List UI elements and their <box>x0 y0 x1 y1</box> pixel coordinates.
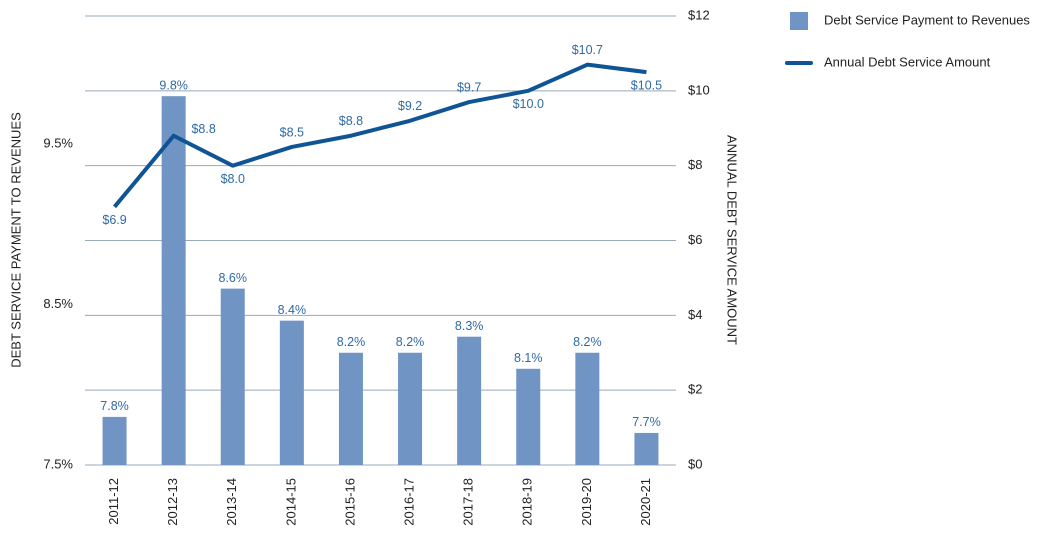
bar-value-label: 8.2% <box>573 335 602 349</box>
legend-label: Debt Service Payment to Revenues <box>824 12 1030 27</box>
x-tick-label: 2015-16 <box>342 478 357 526</box>
x-tick-label: 2013-14 <box>224 478 239 526</box>
y-tick-label: 9.5% <box>43 136 73 151</box>
x-tick-label: 2018-19 <box>520 478 535 526</box>
bar-value-label: 8.6% <box>219 271 248 285</box>
bar <box>161 96 186 465</box>
x-tick-label: 2020-21 <box>638 478 653 526</box>
bar <box>457 336 482 465</box>
y2-tick-label: $2 <box>688 382 702 397</box>
y2-tick-label: $0 <box>688 456 702 471</box>
bar-value-label: 8.2% <box>396 335 425 349</box>
bar <box>220 288 245 465</box>
bar <box>338 352 363 465</box>
line-value-label: $6.9 <box>102 213 126 227</box>
y2-tick-label: $10 <box>688 82 710 97</box>
y2-tick-label: $12 <box>688 7 710 22</box>
legend-label: Annual Debt Service Amount <box>824 54 991 69</box>
bar-value-label: 9.8% <box>159 78 188 92</box>
bar <box>398 352 423 465</box>
bar <box>516 368 541 465</box>
y2-tick-label: $6 <box>688 232 702 247</box>
y2-tick-label: $4 <box>688 307 702 322</box>
y-tick-label: 8.5% <box>43 296 73 311</box>
bar <box>634 432 659 465</box>
line-value-label: $8.8 <box>339 114 363 128</box>
bar <box>279 320 304 465</box>
bar-value-label: 7.7% <box>632 415 661 429</box>
bar <box>575 352 600 465</box>
line-value-label: $9.2 <box>398 99 422 113</box>
x-tick-label: 2017-18 <box>461 478 476 526</box>
bar-value-label: 8.4% <box>278 303 307 317</box>
bar-value-label: 8.1% <box>514 351 543 365</box>
y2-axis-title: ANNUAL DEBT SERVICE AMOUNT <box>725 135 740 345</box>
bar-value-label: 8.3% <box>455 319 484 333</box>
line-value-label: $10.0 <box>513 97 544 111</box>
bar-value-label: 7.8% <box>100 399 129 413</box>
x-tick-label: 2012-13 <box>165 478 180 526</box>
line-value-label: $10.7 <box>572 43 603 57</box>
y-tick-label: 7.5% <box>43 456 73 471</box>
x-tick-label: 2014-15 <box>283 478 298 526</box>
line <box>113 62 647 209</box>
x-tick-label: 2019-20 <box>579 478 594 526</box>
line-value-label: $8.5 <box>280 125 304 139</box>
line-value-label: $10.5 <box>631 78 662 92</box>
x-tick-label: 2016-17 <box>401 478 416 526</box>
legend-swatch <box>790 12 808 30</box>
y2-tick-label: $8 <box>688 157 702 172</box>
line-value-label: $9.7 <box>457 80 481 94</box>
y-axis-title: DEBT SERVICE PAYMENT TO REVENUES <box>8 112 23 368</box>
line-value-label: $8.8 <box>191 122 215 136</box>
bar-value-label: 8.2% <box>337 335 366 349</box>
bar <box>102 416 127 465</box>
line-value-label: $8.0 <box>221 172 245 186</box>
x-tick-label: 2011-12 <box>106 478 121 525</box>
